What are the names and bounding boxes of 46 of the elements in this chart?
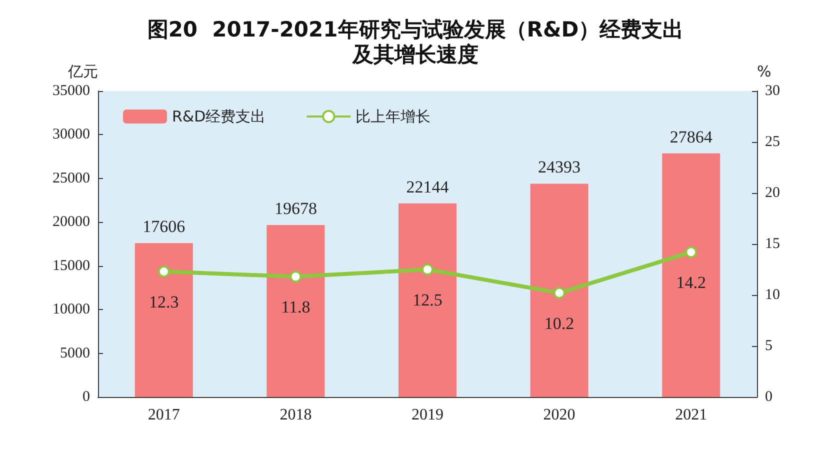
chart-title: 图20 2017-2021年研究与试验发展（R&D）经费支出 xyxy=(147,18,684,42)
y-tick-label: 25000 xyxy=(52,170,90,186)
y2-tick-label: 20 xyxy=(765,185,780,201)
data-label: 11.8 xyxy=(281,298,310,317)
point xyxy=(290,270,302,283)
bar xyxy=(266,224,325,397)
y-tick-label: 30000 xyxy=(52,126,90,143)
bar xyxy=(134,243,193,397)
data-label: 12.5 xyxy=(412,290,442,310)
y2-tick-label: 10 xyxy=(765,287,780,303)
y2-tick-label: 25 xyxy=(765,134,780,150)
point xyxy=(422,264,434,276)
data-label: 22144 xyxy=(406,177,450,196)
x-tick-label: 2018 xyxy=(280,406,312,424)
x-tick-label: 2021 xyxy=(675,406,708,424)
y-tick-label: 15000 xyxy=(52,258,90,274)
y-axis-title: 亿元 xyxy=(67,62,98,80)
y2-axis-title: % xyxy=(757,62,772,80)
legend-label: 比上年增长 xyxy=(356,108,431,126)
data-label: 12.3 xyxy=(149,292,179,312)
y-tick-label: 20000 xyxy=(52,214,90,230)
data-label: 14.2 xyxy=(676,273,706,292)
legend-label: R&D经费支出 xyxy=(172,108,266,126)
x-tick-label: 2019 xyxy=(412,406,444,424)
bar xyxy=(530,184,588,397)
y-tick-label: 35000 xyxy=(52,83,90,99)
chart-subtitle: 及其增长速度 xyxy=(352,42,478,66)
point xyxy=(158,266,170,278)
bar xyxy=(398,203,456,397)
data-label: 19678 xyxy=(274,198,317,218)
data-label: 24393 xyxy=(538,158,581,177)
x-tick-label: 2020 xyxy=(543,406,576,424)
y-tick-label: 10000 xyxy=(52,302,90,318)
y2-tick-label: 30 xyxy=(765,83,780,99)
bar xyxy=(662,153,720,397)
point xyxy=(553,286,566,299)
y2-tick-label: 5 xyxy=(765,338,772,354)
x-tick-label: 2017 xyxy=(148,406,180,424)
data-label: 27864 xyxy=(670,127,713,146)
y2-tick-label: 0 xyxy=(765,389,772,405)
data-label: 17606 xyxy=(142,217,186,236)
y2-tick-label: 15 xyxy=(765,236,780,252)
y-tick-label: 5000 xyxy=(60,345,90,362)
point xyxy=(685,246,698,258)
data-label: 10.2 xyxy=(544,314,574,333)
y-tick-label: 0 xyxy=(82,389,90,405)
